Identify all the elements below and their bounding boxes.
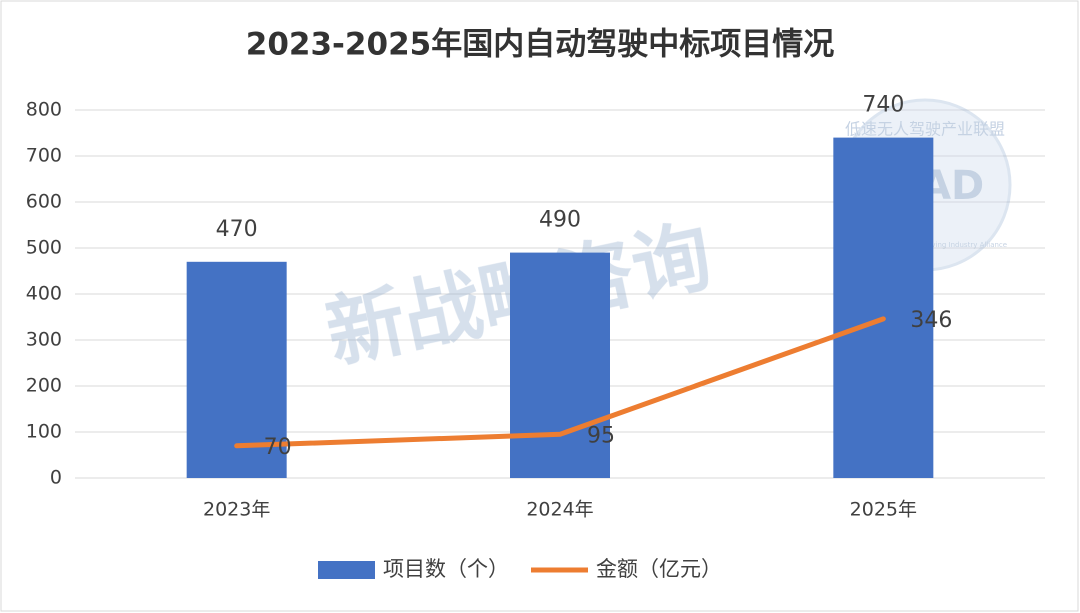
bar bbox=[833, 137, 934, 478]
data-label: 70 bbox=[264, 435, 292, 460]
bar bbox=[510, 252, 610, 478]
data-label: 740 bbox=[862, 93, 904, 118]
data-label: 470 bbox=[216, 217, 258, 242]
chart-title: 2023-2025年国内自动驾驶中标项目情况 bbox=[246, 27, 834, 63]
legend-swatch bbox=[318, 561, 375, 579]
y-tick-label: 400 bbox=[26, 283, 62, 305]
watermark-logo-text: 低速无人驾驶产业联盟 bbox=[845, 120, 1005, 139]
y-tick-label: 100 bbox=[26, 421, 62, 443]
y-tick-label: 0 bbox=[50, 467, 62, 489]
y-tick-label: 500 bbox=[26, 237, 62, 259]
x-tick-label: 2025年 bbox=[850, 499, 917, 521]
bar bbox=[186, 261, 287, 478]
data-label: 95 bbox=[587, 423, 615, 448]
legend-label: 金额（亿元） bbox=[596, 557, 722, 581]
x-tick-label: 2023年 bbox=[203, 499, 270, 521]
data-label: 346 bbox=[910, 308, 952, 333]
data-label: 490 bbox=[539, 208, 581, 233]
line bbox=[234, 316, 886, 449]
y-tick-label: 700 bbox=[26, 145, 62, 167]
y-tick-label: 300 bbox=[26, 329, 62, 351]
x-tick-label: 2024年 bbox=[526, 499, 593, 521]
legend-label: 项目数（个） bbox=[383, 557, 509, 581]
y-tick-label: 200 bbox=[26, 375, 62, 397]
y-tick-label: 800 bbox=[26, 99, 62, 121]
y-tick-label: 600 bbox=[26, 191, 62, 213]
